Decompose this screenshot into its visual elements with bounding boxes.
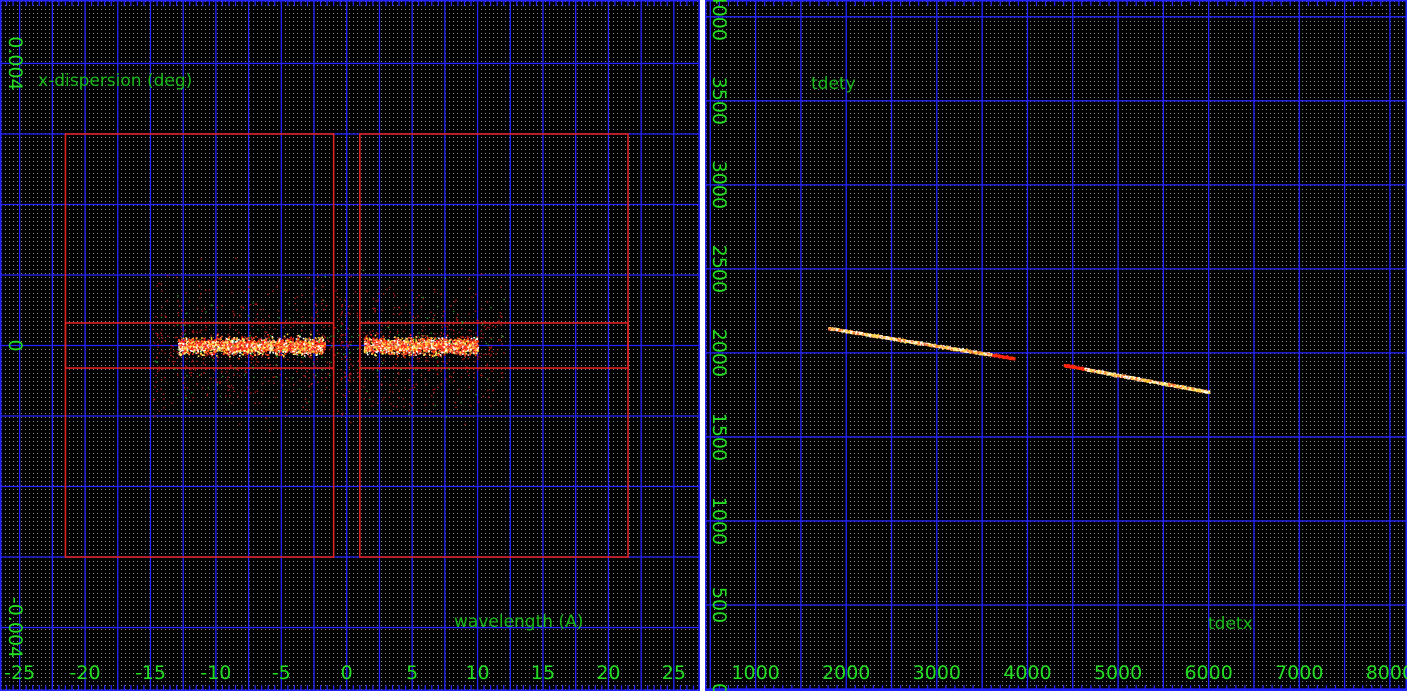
extraction-region-3 bbox=[359, 322, 629, 369]
y-tick-label: 2500 bbox=[708, 245, 730, 293]
x-axis-title: wavelength (A) bbox=[454, 612, 583, 632]
x-tick-label: -10 bbox=[200, 662, 231, 684]
y-tick-label: 500 bbox=[708, 587, 730, 623]
photon-cluster-1 bbox=[337, 265, 505, 426]
y-tick-label: 2000 bbox=[708, 329, 730, 377]
x-tick-label: 25 bbox=[662, 662, 686, 684]
y-tick-label: 0 bbox=[4, 339, 26, 351]
grid bbox=[705, 0, 1407, 691]
x-tick-label: 6000 bbox=[1184, 662, 1232, 684]
y-axis-title: x-dispersion (deg) bbox=[38, 71, 192, 91]
wavelength-dispersion-plot: -25-20-15-10-50510152025-0.00400.0040.00… bbox=[0, 0, 700, 691]
x-tick-label: -20 bbox=[70, 662, 101, 684]
x-tick-label: 10 bbox=[465, 662, 489, 684]
x-tick-label: 5 bbox=[406, 662, 418, 684]
x-tick-label: 20 bbox=[596, 662, 620, 684]
photon-cluster-0 bbox=[152, 257, 352, 432]
wavelength-dispersion-chart: -25-20-15-10-50510152025-0.00400.0040.00… bbox=[0, 0, 700, 691]
y-tick-label: -0.004 bbox=[4, 597, 26, 658]
x-tick-label: 5000 bbox=[1094, 662, 1142, 684]
y-axis-title: tdety bbox=[811, 74, 856, 94]
x-tick-label: 7000 bbox=[1275, 662, 1323, 684]
y-tick-label: 0 bbox=[708, 683, 730, 691]
x-tick-label: -15 bbox=[135, 662, 166, 684]
edge-ticks bbox=[709, 0, 1400, 691]
x-tick-label: 4000 bbox=[1003, 662, 1051, 684]
photon-streak-0 bbox=[828, 327, 1016, 361]
x-tick-label: 15 bbox=[531, 662, 555, 684]
x-axis-title: tdetx bbox=[1208, 614, 1253, 634]
dot-texture bbox=[705, 0, 1407, 691]
x-tick-label: -5 bbox=[272, 662, 291, 684]
extraction-region-2 bbox=[64, 322, 335, 369]
x-tick-label: 1000 bbox=[731, 662, 779, 684]
y-tick-label: 0.004 bbox=[4, 36, 26, 90]
y-tick-label: 1000 bbox=[708, 497, 730, 545]
y-tick-label: 4000 bbox=[708, 0, 730, 41]
y-tick-label: 3500 bbox=[708, 77, 730, 125]
x-tick-label: 2000 bbox=[822, 662, 870, 684]
edge-ticks bbox=[0, 0, 700, 691]
photon-streak-1 bbox=[1063, 363, 1211, 394]
x-tick-label: 0 bbox=[341, 662, 353, 684]
x-tick-label: 3000 bbox=[913, 662, 961, 684]
y-tick-label: 1500 bbox=[708, 413, 730, 461]
y-tick-label: 3000 bbox=[708, 161, 730, 209]
x-tick-label: -25 bbox=[4, 662, 35, 684]
